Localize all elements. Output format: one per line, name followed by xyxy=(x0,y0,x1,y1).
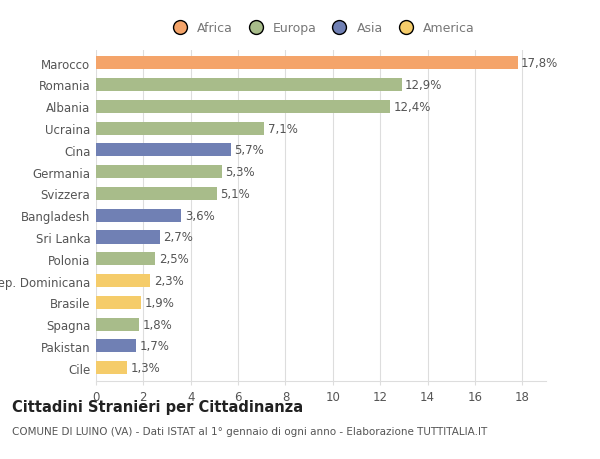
Bar xyxy=(96,274,151,287)
Text: 1,9%: 1,9% xyxy=(145,296,175,309)
Bar xyxy=(96,144,231,157)
Text: 2,3%: 2,3% xyxy=(154,274,184,287)
Legend: Africa, Europa, Asia, America: Africa, Europa, Asia, America xyxy=(164,20,478,38)
Bar xyxy=(96,101,389,113)
Text: 2,5%: 2,5% xyxy=(159,253,188,266)
Bar xyxy=(96,253,155,266)
Text: 1,7%: 1,7% xyxy=(140,340,170,353)
Bar xyxy=(96,209,181,222)
Text: 1,8%: 1,8% xyxy=(142,318,172,331)
Bar xyxy=(96,340,136,353)
Bar xyxy=(96,361,127,375)
Bar xyxy=(96,57,518,70)
Bar xyxy=(96,187,217,201)
Bar xyxy=(96,231,160,244)
Text: 17,8%: 17,8% xyxy=(521,57,559,70)
Text: 5,1%: 5,1% xyxy=(220,188,250,201)
Text: 5,7%: 5,7% xyxy=(235,144,265,157)
Text: 12,4%: 12,4% xyxy=(393,101,431,113)
Text: 2,7%: 2,7% xyxy=(163,231,193,244)
Text: 12,9%: 12,9% xyxy=(405,79,442,92)
Text: 5,3%: 5,3% xyxy=(225,166,255,179)
Text: Cittadini Stranieri per Cittadinanza: Cittadini Stranieri per Cittadinanza xyxy=(12,399,303,414)
Text: COMUNE DI LUINO (VA) - Dati ISTAT al 1° gennaio di ogni anno - Elaborazione TUTT: COMUNE DI LUINO (VA) - Dati ISTAT al 1° … xyxy=(12,426,487,436)
Text: 1,3%: 1,3% xyxy=(130,361,160,375)
Bar xyxy=(96,318,139,331)
Bar xyxy=(96,166,221,179)
Text: 3,6%: 3,6% xyxy=(185,209,215,222)
Text: 7,1%: 7,1% xyxy=(268,122,298,135)
Bar xyxy=(96,296,141,309)
Bar xyxy=(96,122,264,135)
Bar xyxy=(96,79,401,92)
